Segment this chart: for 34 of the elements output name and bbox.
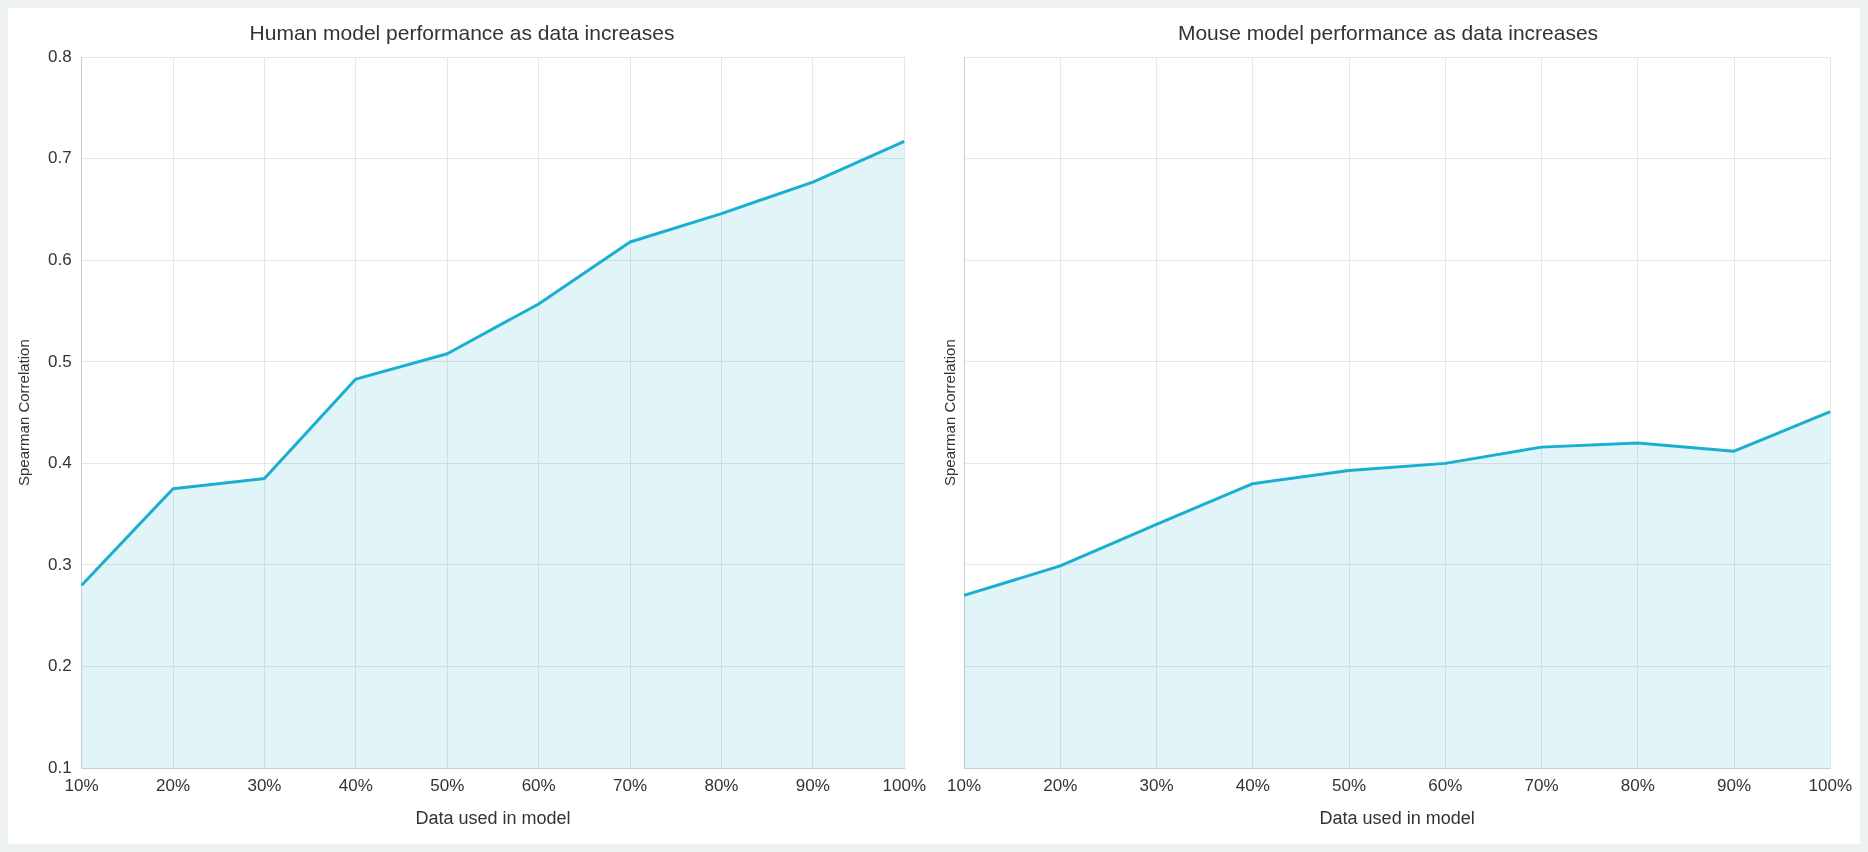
- x-tick-label: 20%: [156, 775, 191, 795]
- x-tick-label: 20%: [1043, 775, 1078, 795]
- x-axis-title: Data used in model: [1319, 808, 1475, 829]
- x-tick-label: 80%: [704, 775, 739, 795]
- x-axis-title: Data used in model: [415, 808, 571, 829]
- x-tick-label: 30%: [247, 775, 282, 795]
- y-tick-label: 0.6: [47, 249, 72, 269]
- x-tick-label: 10%: [946, 775, 982, 795]
- x-tick-label: 100%: [1808, 775, 1852, 795]
- x-tick-label: 60%: [521, 775, 556, 795]
- y-tick-label: 0.5: [47, 351, 72, 371]
- x-tick-label: 80%: [1620, 775, 1655, 795]
- x-tick-label: 90%: [1716, 775, 1752, 795]
- y-axis-title: Spearman Correlation: [15, 339, 33, 486]
- y-tick-label: 0.4: [47, 453, 72, 473]
- x-tick-label: 90%: [795, 775, 830, 795]
- x-tick-label: 40%: [338, 775, 373, 795]
- chart-title: Mouse model performance as data increases: [1177, 21, 1599, 45]
- y-axis-title: Spearman Correlation: [941, 339, 959, 486]
- y-tick-label: 0.3: [47, 554, 72, 574]
- x-tick-label: 30%: [1139, 775, 1174, 795]
- x-tick-label: 70%: [613, 775, 648, 795]
- x-tick-label: 50%: [1331, 775, 1367, 795]
- y-tick-label: 0.8: [47, 46, 72, 66]
- x-tick-label: 50%: [430, 775, 465, 795]
- chart-title: Human model performance as data increases: [249, 21, 675, 45]
- y-tick-label: 0.2: [47, 656, 72, 676]
- y-tick-label: 0.7: [47, 148, 72, 168]
- x-tick-label: 70%: [1524, 775, 1559, 795]
- x-tick-label: 40%: [1235, 775, 1270, 795]
- x-tick-label: 100%: [882, 775, 926, 795]
- x-tick-label: 10%: [64, 775, 99, 795]
- y-tick-label: 0.1: [47, 757, 72, 777]
- x-tick-label: 60%: [1428, 775, 1463, 795]
